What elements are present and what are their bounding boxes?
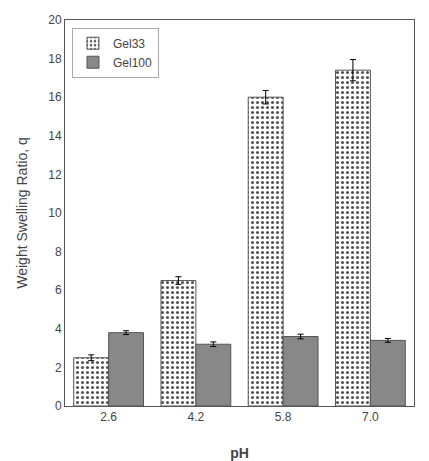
svg-text:12: 12 [48,168,62,182]
svg-text:20: 20 [48,13,62,27]
svg-text:8: 8 [55,245,62,259]
svg-text:0: 0 [55,399,62,413]
svg-text:Gel33: Gel33 [113,37,145,51]
svg-text:4: 4 [55,322,62,336]
svg-text:10: 10 [48,206,62,220]
svg-text:7.0: 7.0 [362,410,379,424]
svg-text:2: 2 [55,361,62,375]
svg-text:5.8: 5.8 [275,410,292,424]
svg-text:14: 14 [48,129,62,143]
svg-text:6: 6 [55,283,62,297]
svg-text:pH: pH [230,445,249,461]
svg-text:Gel100: Gel100 [113,56,152,70]
svg-text:16: 16 [48,90,62,104]
svg-text:18: 18 [48,52,62,66]
svg-text:4.2: 4.2 [188,410,205,424]
svg-text:Weight Swelling Ratio, q: Weight Swelling Ratio, q [14,137,30,288]
svg-text:2.6: 2.6 [100,410,117,424]
